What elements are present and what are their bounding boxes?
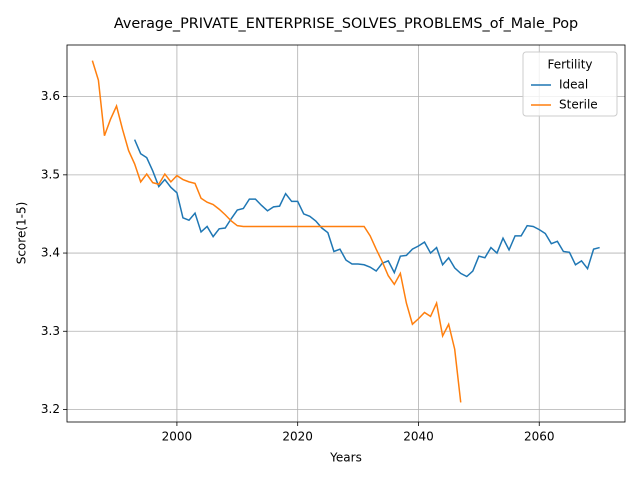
plot-frame <box>66 44 626 423</box>
y-tick-label: 3.2 <box>41 402 60 416</box>
data-line <box>133 139 600 278</box>
legend-title: Fertility <box>547 58 592 72</box>
x-tick-label: 2020 <box>282 430 313 444</box>
y-tick-label: 3.5 <box>41 167 60 181</box>
data-line <box>91 60 462 403</box>
x-tick-label: 2060 <box>524 430 555 444</box>
x-tick-label: 2040 <box>403 430 434 444</box>
legend-label: Sterile <box>559 98 598 112</box>
y-tick-label: 3.4 <box>41 246 60 260</box>
legend-label: Ideal <box>559 78 588 92</box>
legend-box <box>522 51 618 117</box>
x-axis-label: Years <box>329 451 362 465</box>
y-tick-label: 3.3 <box>41 324 60 338</box>
chart-title: Average_PRIVATE_ENTERPRISE_SOLVES_PROBLE… <box>114 16 578 32</box>
y-axis-label: Score(1-5) <box>15 202 29 265</box>
x-tick-label: 2000 <box>162 430 193 444</box>
y-tick-label: 3.6 <box>41 89 60 103</box>
